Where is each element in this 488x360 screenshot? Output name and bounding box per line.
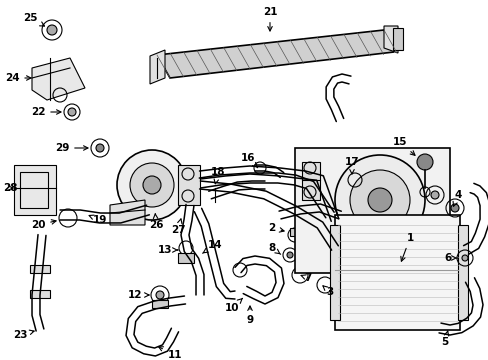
Text: 20: 20 (31, 220, 56, 230)
Text: 10: 10 (224, 298, 242, 313)
Circle shape (117, 150, 186, 220)
Bar (457, 225, 467, 320)
Text: 17: 17 (344, 157, 359, 174)
Polygon shape (178, 165, 200, 205)
Circle shape (130, 163, 174, 207)
Bar (152, 300, 168, 308)
Circle shape (450, 204, 458, 212)
Polygon shape (157, 30, 393, 78)
Polygon shape (32, 58, 85, 100)
Text: 6: 6 (444, 253, 456, 263)
Bar (30, 265, 50, 273)
Text: 25: 25 (23, 13, 44, 26)
Text: 8: 8 (268, 243, 280, 254)
Text: 27: 27 (170, 219, 185, 235)
Text: 26: 26 (148, 214, 163, 230)
Text: 28: 28 (3, 183, 17, 193)
Bar (30, 290, 50, 298)
Text: 24: 24 (5, 73, 31, 83)
Text: 14: 14 (202, 240, 222, 253)
Text: 4: 4 (452, 190, 461, 206)
Bar (392, 28, 402, 50)
Text: 29: 29 (55, 143, 88, 153)
Text: 12: 12 (127, 290, 149, 300)
Circle shape (349, 170, 409, 230)
Text: 2: 2 (268, 223, 284, 233)
Text: 9: 9 (246, 306, 253, 325)
Polygon shape (110, 200, 145, 225)
Circle shape (68, 108, 76, 116)
Text: 18: 18 (210, 167, 225, 184)
Text: 11: 11 (158, 347, 182, 360)
Circle shape (156, 291, 163, 299)
Text: 3: 3 (322, 286, 333, 297)
Polygon shape (383, 26, 397, 53)
Bar (329, 225, 339, 320)
Circle shape (367, 188, 391, 212)
Circle shape (461, 255, 467, 261)
Bar (20, 172, 48, 208)
Text: 22: 22 (31, 107, 61, 117)
Bar (289, 228, 302, 236)
Text: 16: 16 (240, 153, 257, 168)
Circle shape (47, 25, 57, 35)
Text: 23: 23 (13, 330, 34, 340)
Text: 5: 5 (441, 331, 448, 347)
Circle shape (430, 191, 438, 199)
Circle shape (286, 252, 292, 258)
Text: 15: 15 (392, 137, 414, 155)
Circle shape (96, 144, 104, 152)
Bar (14, 165, 56, 215)
Text: 21: 21 (262, 7, 277, 31)
Bar (294, 148, 449, 273)
Text: 13: 13 (158, 245, 178, 255)
Circle shape (142, 176, 161, 194)
Circle shape (416, 154, 432, 170)
Polygon shape (150, 50, 164, 84)
Text: 1: 1 (400, 233, 413, 261)
Bar (178, 253, 194, 263)
Bar (334, 215, 459, 330)
Text: 19: 19 (89, 215, 107, 225)
Text: 7: 7 (301, 273, 311, 283)
Polygon shape (302, 162, 319, 200)
Circle shape (334, 155, 424, 245)
